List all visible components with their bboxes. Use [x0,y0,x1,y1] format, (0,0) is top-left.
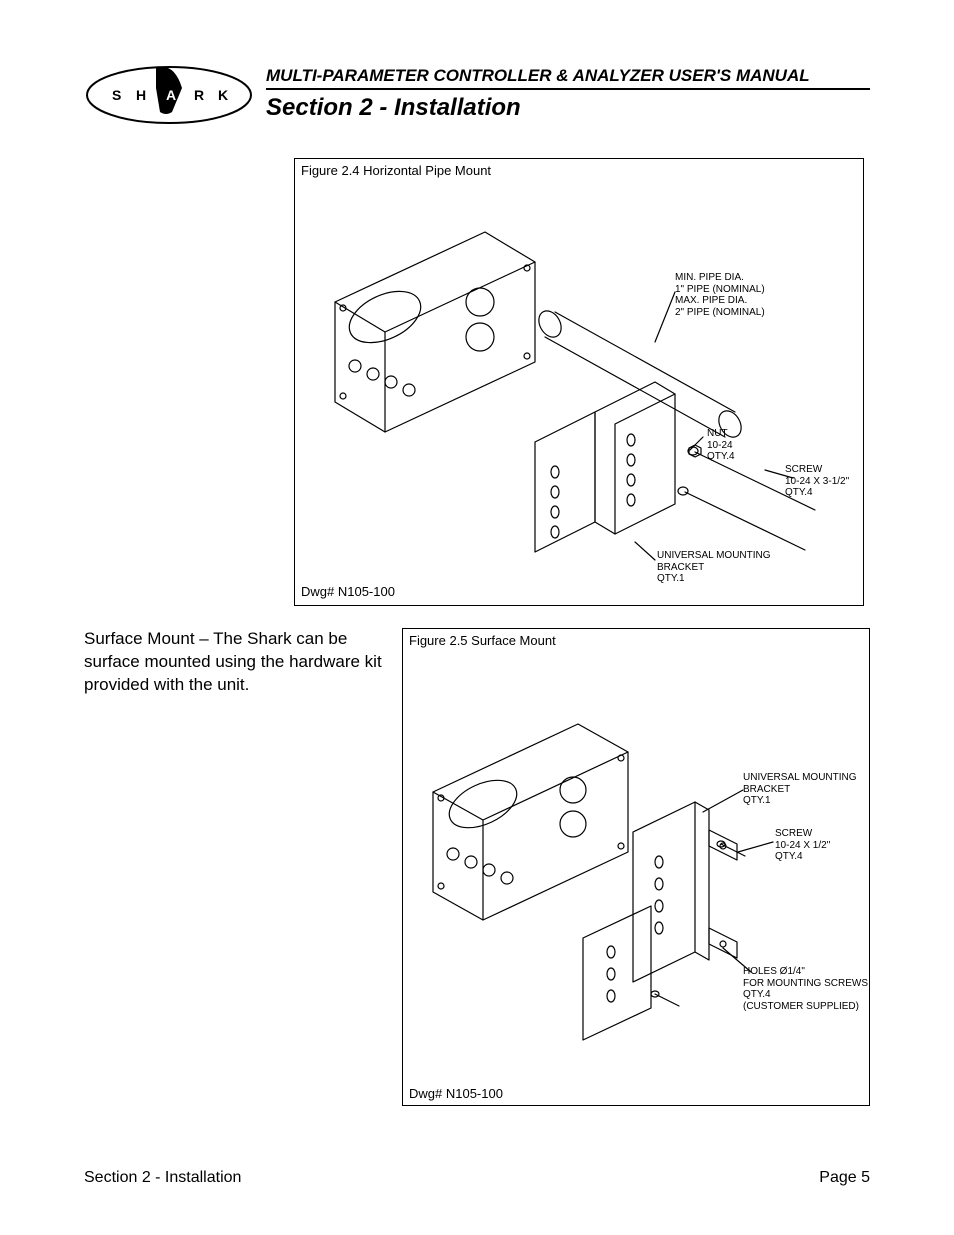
svg-text:H: H [136,87,146,103]
figure-2-4-caption: Figure 2.4 Horizontal Pipe Mount [295,159,863,182]
page-footer: Section 2 - Installation Page 5 [84,1169,870,1187]
figure-2-5: Figure 2.5 Surface Mount [402,628,870,1106]
surface-mount-text: Surface Mount – The Shark can be surface… [84,628,384,1106]
svg-text:S: S [112,87,121,103]
svg-text:K: K [218,87,228,103]
shark-logo: S H A R K [84,60,254,130]
figure-2-4: Figure 2.4 Horizontal Pipe Mount [294,158,864,606]
footer-left: Section 2 - Installation [84,1169,241,1187]
callout-bracket: UNIVERSAL MOUNTING BRACKET QTY.1 [657,550,771,585]
callout-screw: SCREW 10-24 X 3-1/2" QTY.4 [785,464,849,499]
section-title: Section 2 - Installation [266,94,870,122]
callout-pipe-dia: MIN. PIPE DIA. 1" PIPE (NOMINAL) MAX. PI… [675,272,765,318]
figure-2-5-drawing: UNIVERSAL MOUNTING BRACKET QTY.1 SCREW 1… [403,652,869,1084]
svg-text:A: A [166,87,176,103]
callout-bracket-2: UNIVERSAL MOUNTING BRACKET QTY.1 [743,772,857,807]
figure-2-4-drawing: MIN. PIPE DIA. 1" PIPE (NOMINAL) MAX. PI… [295,182,863,582]
footer-right: Page 5 [819,1169,870,1187]
figure-2-5-footer: Dwg# N105-100 [403,1084,869,1105]
figure-2-4-footer: Dwg# N105-100 [295,582,863,603]
manual-title: MULTI-PARAMETER CONTROLLER & ANALYZER US… [266,66,870,90]
callout-screw-2: SCREW 10-24 X 1/2" QTY.4 [775,828,830,863]
page-header: S H A R K MULTI-PARAMETER CONTROLLER & A… [84,60,870,130]
figure-2-5-caption: Figure 2.5 Surface Mount [403,629,869,652]
callout-holes: HOLES Ø1/4" FOR MOUNTING SCREWS QTY.4 (C… [743,966,868,1012]
callout-nut: NUT 10-24 QTY.4 [707,428,735,463]
svg-text:R: R [194,87,204,103]
